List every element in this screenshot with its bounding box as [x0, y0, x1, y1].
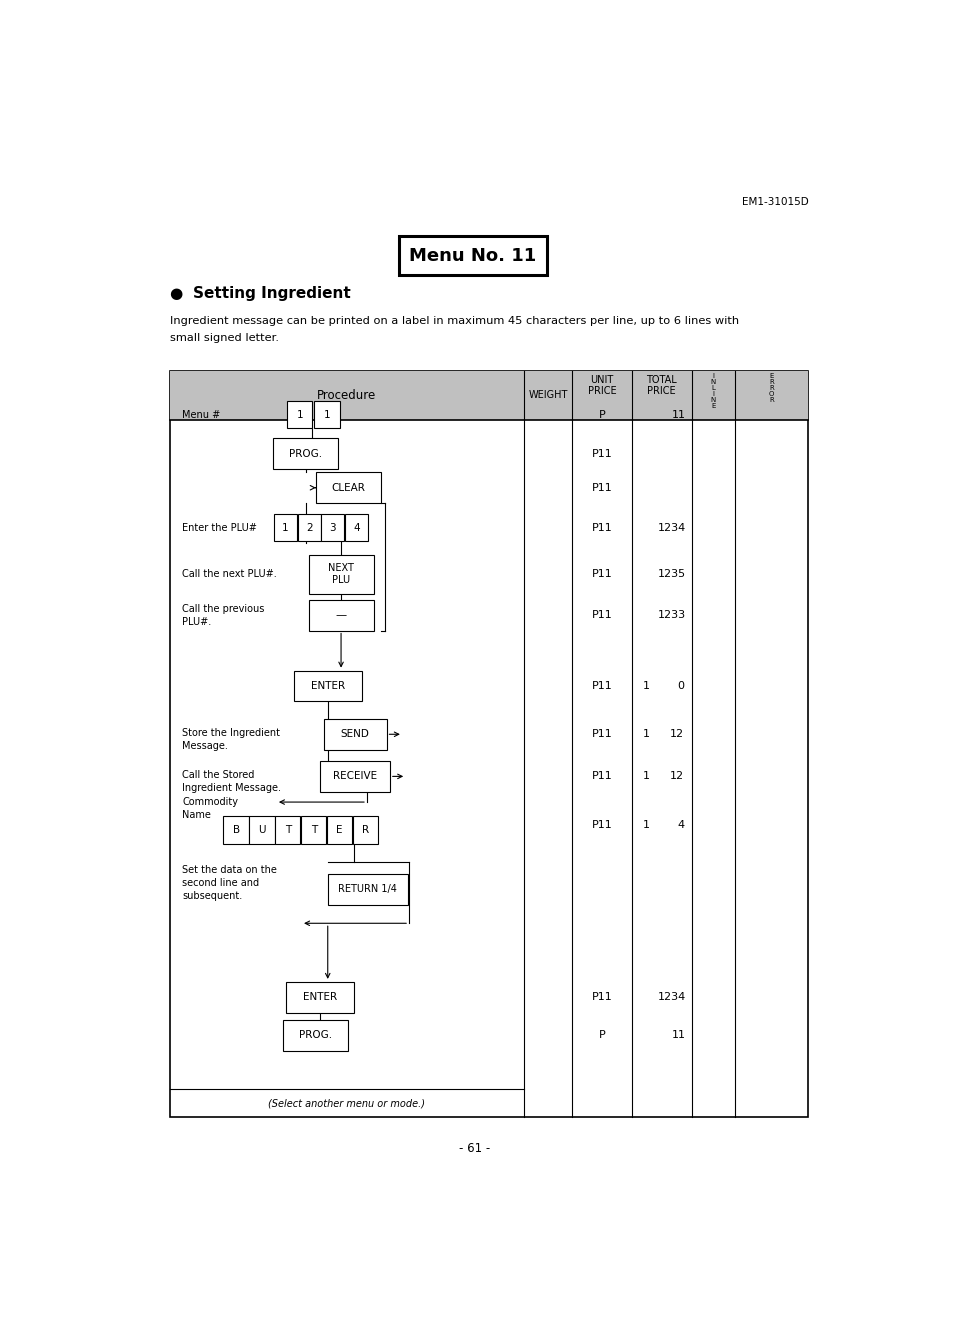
Text: Store the Ingredient
Message.: Store the Ingredient Message. [182, 728, 280, 751]
Text: Set the data on the
second line and
subsequent.: Set the data on the second line and subs… [182, 864, 276, 902]
Bar [345, 515, 368, 542]
Text: Menu No. 11: Menu No. 11 [409, 247, 536, 264]
Bar [287, 402, 312, 428]
Text: 4: 4 [677, 819, 683, 830]
Text: 1235: 1235 [657, 570, 685, 579]
Text: E
R
R
O
R: E R R O R [768, 372, 774, 403]
Bar [294, 671, 361, 702]
Text: 1234: 1234 [657, 523, 685, 532]
Bar [282, 1019, 347, 1051]
Bar [308, 600, 374, 631]
Text: 4: 4 [353, 523, 359, 532]
Bar [398, 236, 546, 275]
Text: Setting Ingredient: Setting Ingredient [193, 285, 351, 301]
Text: SEND: SEND [340, 730, 369, 739]
Text: U: U [258, 824, 266, 835]
Text: B: B [233, 824, 239, 835]
Text: ENTER: ENTER [303, 992, 337, 1002]
Bar [308, 555, 374, 594]
Text: NEXT
PLU: NEXT PLU [328, 563, 354, 584]
Text: 11: 11 [671, 1030, 685, 1041]
Text: P11: P11 [591, 570, 612, 579]
Text: Procedure: Procedure [317, 388, 376, 402]
Bar [170, 371, 807, 1118]
Text: PROG.: PROG. [289, 448, 322, 459]
Bar [223, 816, 249, 843]
Text: Enter the PLU#: Enter the PLU# [182, 523, 256, 532]
Text: Call the Stored
Ingredient Message.: Call the Stored Ingredient Message. [182, 770, 281, 794]
Text: Call the previous
PLU#.: Call the previous PLU#. [182, 603, 264, 627]
Text: 1: 1 [323, 410, 330, 420]
Bar [297, 515, 320, 542]
Bar [274, 515, 296, 542]
Text: RECEIVE: RECEIVE [333, 771, 376, 782]
Text: UNIT
PRICE: UNIT PRICE [587, 375, 616, 396]
Text: 1: 1 [296, 410, 303, 420]
Text: PROG.: PROG. [298, 1030, 332, 1041]
Text: 12: 12 [669, 730, 683, 739]
Text: small signed letter.: small signed letter. [170, 332, 278, 343]
Text: P11: P11 [591, 730, 612, 739]
Text: (Select another menu or mode.): (Select another menu or mode.) [268, 1098, 425, 1109]
Text: P11: P11 [591, 448, 612, 459]
Text: 11: 11 [671, 410, 685, 420]
Bar [320, 760, 390, 792]
Text: P11: P11 [591, 680, 612, 691]
Text: - 61 -: - 61 - [458, 1142, 489, 1155]
Text: P11: P11 [591, 819, 612, 830]
Text: P11: P11 [591, 992, 612, 1002]
Text: 1: 1 [642, 730, 649, 739]
Text: Call the next PLU#.: Call the next PLU#. [182, 570, 276, 579]
Text: P11: P11 [591, 610, 612, 620]
Text: Commodity
Name: Commodity Name [182, 796, 238, 820]
Text: —: — [335, 610, 346, 620]
Bar [301, 816, 326, 843]
Text: T: T [311, 824, 316, 835]
Bar [249, 816, 274, 843]
Text: T: T [284, 824, 291, 835]
Text: R: R [361, 824, 369, 835]
Text: P: P [598, 410, 605, 420]
Text: 1: 1 [642, 771, 649, 782]
Text: 1234: 1234 [657, 992, 685, 1002]
Bar [328, 874, 407, 904]
Text: 1: 1 [642, 819, 649, 830]
Text: 1: 1 [642, 680, 649, 691]
Bar [273, 439, 337, 470]
Text: 2: 2 [306, 523, 313, 532]
Text: Menu #: Menu # [182, 410, 220, 420]
Text: 0: 0 [677, 680, 683, 691]
Bar [321, 515, 344, 542]
Text: E: E [336, 824, 342, 835]
Text: 1: 1 [282, 523, 289, 532]
Text: 3: 3 [330, 523, 335, 532]
Text: P11: P11 [591, 523, 612, 532]
Text: CLEAR: CLEAR [331, 483, 365, 492]
Bar [323, 719, 386, 750]
Bar [286, 982, 354, 1013]
Text: Ingredient message can be printed on a label in maximum 45 characters per line, : Ingredient message can be printed on a l… [170, 316, 738, 327]
Bar [353, 816, 377, 843]
Text: P11: P11 [591, 483, 612, 492]
Text: TOTAL
PRICE: TOTAL PRICE [645, 375, 677, 396]
Text: WEIGHT: WEIGHT [528, 391, 568, 400]
Bar [170, 371, 807, 420]
Text: RETURN 1/4: RETURN 1/4 [338, 884, 396, 894]
Text: 12: 12 [669, 771, 683, 782]
Bar [315, 472, 380, 503]
Text: ●: ● [170, 285, 183, 301]
Text: P: P [598, 1030, 605, 1041]
Text: P11: P11 [591, 771, 612, 782]
Bar [275, 816, 300, 843]
Text: I
N
L
I
N
E: I N L I N E [710, 372, 715, 408]
Bar [314, 402, 339, 428]
Text: ENTER: ENTER [311, 680, 344, 691]
Text: EM1-31015D: EM1-31015D [740, 197, 807, 207]
Bar [327, 816, 352, 843]
Text: 1233: 1233 [657, 610, 685, 620]
